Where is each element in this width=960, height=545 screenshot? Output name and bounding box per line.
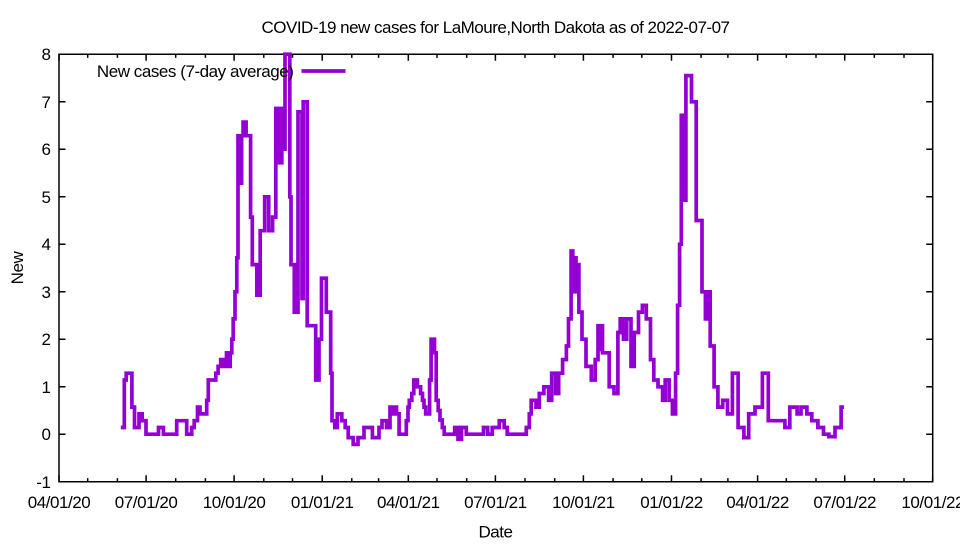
svg-text:COVID-19 new cases for LaMoure: COVID-19 new cases for LaMoure,North Dak… (262, 18, 730, 37)
svg-text:3: 3 (41, 283, 50, 302)
svg-text:04/01/22: 04/01/22 (726, 493, 789, 512)
svg-text:01/01/21: 01/01/21 (291, 493, 354, 512)
svg-text:8: 8 (41, 45, 50, 64)
svg-text:-1: -1 (36, 473, 50, 492)
svg-text:6: 6 (41, 140, 50, 159)
svg-text:04/01/21: 04/01/21 (377, 493, 440, 512)
svg-text:10/01/22: 10/01/22 (901, 493, 960, 512)
svg-text:04/01/20: 04/01/20 (28, 493, 91, 512)
svg-text:10/01/20: 10/01/20 (203, 493, 266, 512)
svg-text:07/01/22: 07/01/22 (813, 493, 876, 512)
svg-text:4: 4 (41, 235, 50, 254)
svg-text:Date: Date (478, 523, 512, 541)
svg-text:1: 1 (41, 378, 50, 397)
svg-text:New: New (8, 251, 27, 285)
svg-text:0: 0 (41, 425, 50, 444)
svg-text:2: 2 (41, 330, 50, 349)
svg-text:5: 5 (41, 188, 50, 207)
svg-text:New cases (7-day average): New cases (7-day average) (97, 62, 294, 81)
svg-text:07/01/20: 07/01/20 (115, 493, 178, 512)
svg-text:01/01/22: 01/01/22 (640, 493, 703, 512)
svg-text:07/01/21: 07/01/21 (464, 493, 527, 512)
svg-text:7: 7 (41, 93, 50, 112)
svg-text:10/01/21: 10/01/21 (552, 493, 615, 512)
